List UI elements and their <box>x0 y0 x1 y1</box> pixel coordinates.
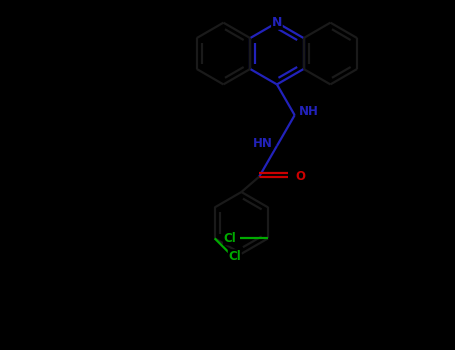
Text: HN: HN <box>253 137 273 150</box>
Text: O: O <box>296 170 306 183</box>
Text: NH: NH <box>299 105 319 118</box>
Text: Cl: Cl <box>224 232 237 245</box>
Text: N: N <box>272 16 282 29</box>
Text: Cl: Cl <box>228 250 241 263</box>
